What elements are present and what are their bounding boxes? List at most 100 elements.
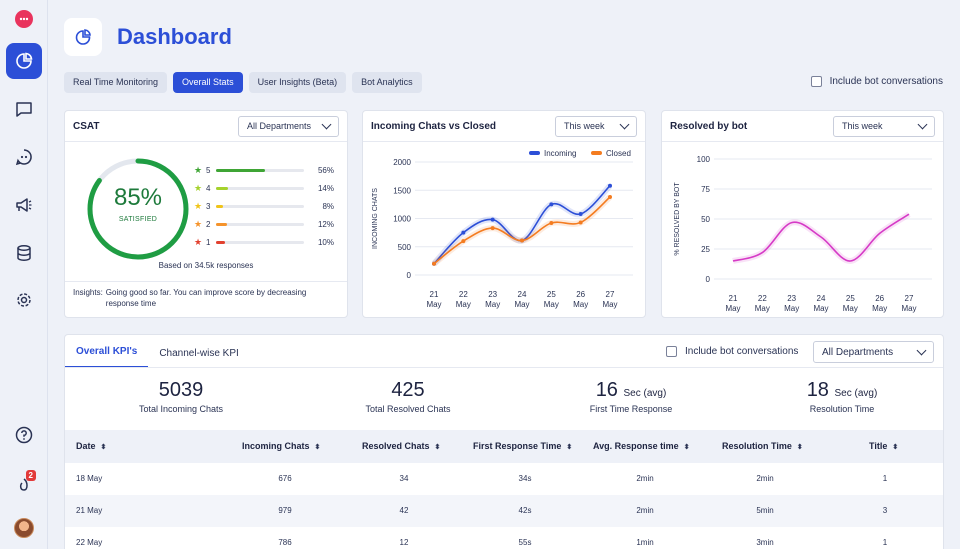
rating-percent: 8% [322,202,334,211]
x-tick-label: May [813,304,828,313]
x-tick-label: 22 [758,294,767,303]
kpi-department-value: All Departments [822,346,894,358]
x-tick-label: 26 [576,290,585,299]
kpi-include-bot-checkbox[interactable] [666,346,677,357]
cell-date: 22 May [76,538,103,547]
data-point [490,226,495,231]
col-title[interactable]: Title ⬍ [869,430,898,463]
x-tick-label: May [872,304,887,313]
rating-fill [216,169,266,172]
rating-fill [216,205,224,208]
col-title-label: Title [869,441,888,451]
megaphone-icon[interactable] [6,187,42,223]
cell-incoming: 786 [278,538,292,547]
x-tick-label: 27 [905,294,914,303]
csat-department-value: All Departments [247,121,312,131]
y-axis-label: INCOMING CHATS [372,188,379,249]
incoming-period-select[interactable]: This week [555,115,637,137]
settings-icon[interactable] [6,282,42,318]
sort-icon[interactable]: ⬍ [796,444,803,451]
database-icon[interactable] [6,235,42,271]
col-resolution-time[interactable]: Resolution Time ⬍ [722,430,803,463]
sort-icon[interactable]: ⬍ [314,444,321,451]
x-tick-label: 24 [518,290,527,299]
table-row[interactable]: 22 May 786 12 55s 1min 3min 1 [65,527,943,549]
include-bot-checkbox[interactable] [810,76,822,87]
col-first-response-time[interactable]: First Response Time ⬍ [473,430,572,463]
col-resolved-chats[interactable]: Resolved Chats ⬍ [362,430,440,463]
sort-icon[interactable]: ⬍ [892,444,899,451]
sidebar: 2 [0,0,48,549]
chat-icon[interactable] [6,91,42,127]
tab-real-time-monitoring[interactable]: Real Time Monitoring [64,72,168,93]
insights-text: Going good so far. You can improve score… [105,288,307,308]
csat-gauge [87,158,189,260]
rating-percent: 10% [317,238,334,247]
avatar[interactable] [14,518,34,538]
cell-resolution: 5min [756,506,774,515]
incoming-chart-title: Incoming Chats vs Closed [371,120,497,132]
x-tick-label: 21 [729,294,738,303]
stat-value: 425 [391,379,425,401]
col-avg-response-time[interactable]: Avg. Response time ⬍ [593,430,690,463]
csat-department-select[interactable]: All Departments [238,115,339,137]
sort-icon[interactable]: ⬍ [100,444,107,451]
rating-track [216,223,304,226]
csat-score: 85% [113,184,163,211]
bot-period-select[interactable]: This week [833,115,935,137]
table-row[interactable]: 21 May 979 42 42s 2min 5min 3 [65,495,943,527]
col-date[interactable]: Date ⬍ [76,430,106,463]
stat-caption: Total Resolved Chats [365,404,451,414]
csat-gauge-arc [87,158,189,260]
tab-user-insights[interactable]: User Insights (Beta) [248,72,347,93]
csat-insights: Insights: Going good so far. You can imp… [65,281,347,314]
cell-resolution: 3min [756,538,774,547]
bot-icon[interactable] [6,139,42,175]
x-tick-label: May [485,300,500,309]
cell-date: 21 May [76,506,103,515]
stat-first-response: 16 Sec (avg) First Time Response [531,379,731,414]
y-tick-label: 0 [407,271,412,280]
tab-channel-wise-kpi[interactable]: Channel-wise KPI [159,348,239,359]
cell-avg-response: 2min [636,506,654,515]
table-row[interactable]: 18 May 676 34 34s 2min 2min 1 [65,463,943,495]
include-bot-toggle[interactable]: Include bot conversations [810,76,943,87]
rating-row: ★ 3 8% [194,201,334,212]
notification-icon[interactable]: 2 [6,466,42,502]
data-point [608,195,612,200]
sort-icon[interactable]: ⬍ [683,444,690,451]
stat-value: 18 [806,379,829,401]
kpi-include-bot-toggle[interactable]: Include bot conversations [666,346,798,357]
tab-overall-stats[interactable]: Overall Stats [173,72,243,93]
rating-percent: 12% [317,220,334,229]
kpi-department-select[interactable]: All Departments [813,341,934,363]
stats-tabs: Real Time Monitoring Overall Stats User … [64,72,422,93]
stat-total-resolved: 425 Total Resolved Chats [308,379,508,414]
data-point [549,221,554,226]
rating-fill [216,187,229,190]
star-icon: ★ [194,183,203,193]
stat-total-incoming: 5039 Total Incoming Chats [81,379,281,414]
stat-unit: Sec (avg) [623,388,667,399]
sort-icon[interactable]: ⬍ [434,444,441,451]
tab-overall-kpis[interactable]: Overall KPI's [65,346,149,368]
rating-track [216,169,304,172]
cell-resolution: 2min [756,474,774,483]
data-point [432,261,436,266]
data-point [461,230,466,235]
y-tick-label: 25 [701,245,710,254]
legend-swatch [529,151,540,155]
stat-unit: Sec (avg) [834,388,878,399]
tab-bot-analytics[interactable]: Bot Analytics [352,72,422,93]
x-tick-label: May [544,300,559,309]
sort-icon[interactable]: ⬍ [566,444,573,451]
logo-icon[interactable] [15,10,33,28]
x-tick-label: 25 [846,294,855,303]
bot-chart-title: Resolved by bot [670,120,748,132]
cell-incoming: 979 [278,506,292,515]
col-incoming-chats[interactable]: Incoming Chats ⬍ [242,430,320,463]
help-icon[interactable] [6,417,42,453]
x-tick-label: 26 [875,294,884,303]
chevron-down-icon [321,119,332,129]
dashboard-icon[interactable] [6,43,42,79]
